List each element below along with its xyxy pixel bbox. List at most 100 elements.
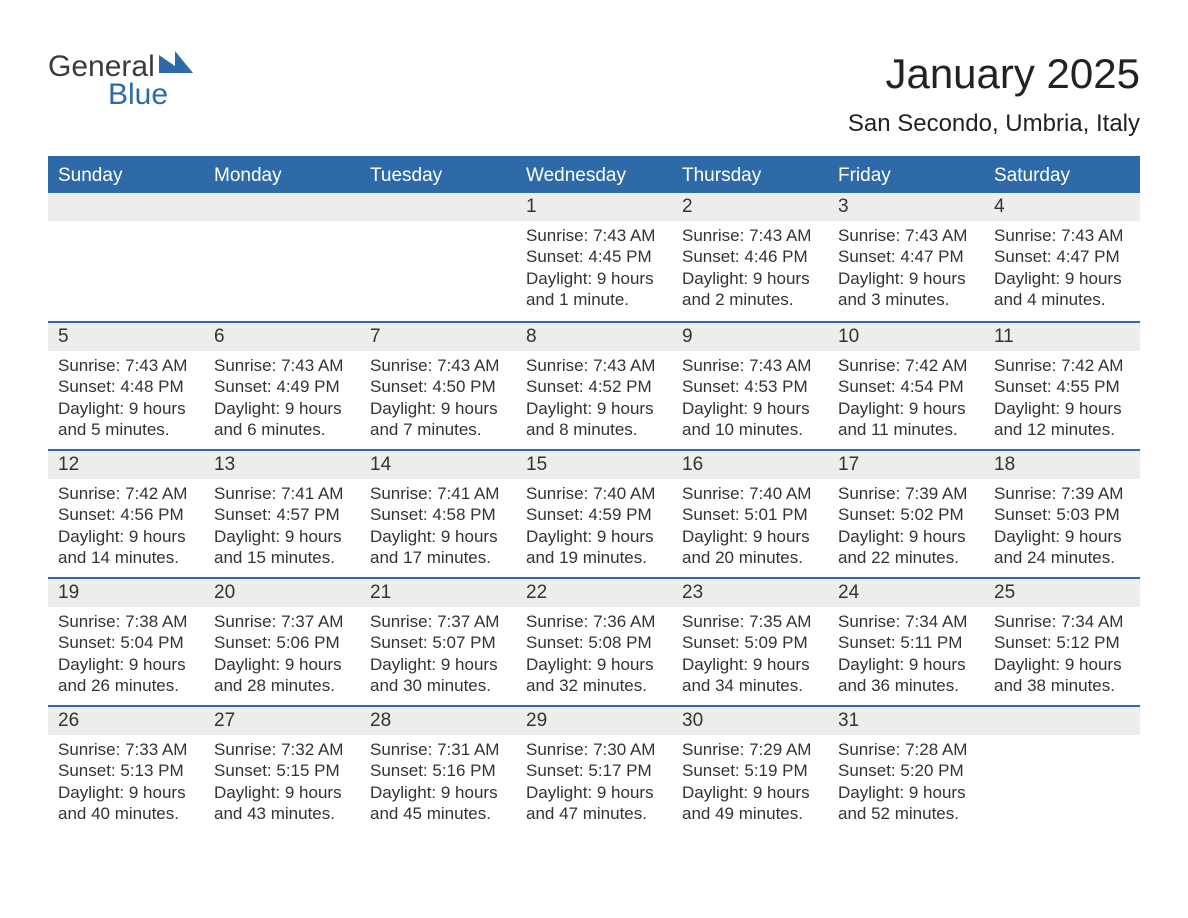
daylight-line2: and 12 minutes. [994, 419, 1130, 440]
day-content: Sunrise: 7:42 AMSunset: 4:54 PMDaylight:… [828, 351, 984, 446]
day-cell: 5Sunrise: 7:43 AMSunset: 4:48 PMDaylight… [48, 321, 204, 449]
day-number: 8 [516, 321, 672, 351]
day-cell [204, 193, 360, 321]
sunset-text: Sunset: 5:08 PM [526, 632, 662, 653]
day-content: Sunrise: 7:32 AMSunset: 5:15 PMDaylight:… [204, 735, 360, 830]
day-content: Sunrise: 7:43 AMSunset: 4:52 PMDaylight:… [516, 351, 672, 446]
day-cell: 8Sunrise: 7:43 AMSunset: 4:52 PMDaylight… [516, 321, 672, 449]
day-cell: 15Sunrise: 7:40 AMSunset: 4:59 PMDayligh… [516, 449, 672, 577]
header: General Blue January 2025 San Secondo, U… [48, 50, 1140, 138]
day-number: 7 [360, 321, 516, 351]
sunrise-text: Sunrise: 7:42 AM [994, 355, 1130, 376]
day-cell: 3Sunrise: 7:43 AMSunset: 4:47 PMDaylight… [828, 193, 984, 321]
day-cell: 24Sunrise: 7:34 AMSunset: 5:11 PMDayligh… [828, 577, 984, 705]
sunrise-text: Sunrise: 7:35 AM [682, 611, 818, 632]
day-cell: 31Sunrise: 7:28 AMSunset: 5:20 PMDayligh… [828, 705, 984, 833]
logo-triangle-icon [159, 51, 193, 78]
day-number: 1 [516, 193, 672, 221]
daylight-line1: Daylight: 9 hours [838, 654, 974, 675]
day-number: 9 [672, 321, 828, 351]
sunset-text: Sunset: 5:17 PM [526, 760, 662, 781]
day-cell: 19Sunrise: 7:38 AMSunset: 5:04 PMDayligh… [48, 577, 204, 705]
day-cell: 7Sunrise: 7:43 AMSunset: 4:50 PMDaylight… [360, 321, 516, 449]
daylight-line1: Daylight: 9 hours [838, 782, 974, 803]
col-monday: Monday [204, 158, 360, 194]
day-content: Sunrise: 7:43 AMSunset: 4:45 PMDaylight:… [516, 221, 672, 316]
sunrise-text: Sunrise: 7:28 AM [838, 739, 974, 760]
day-number-empty [360, 193, 516, 221]
daylight-line2: and 7 minutes. [370, 419, 506, 440]
calendar-head: Sunday Monday Tuesday Wednesday Thursday… [48, 158, 1140, 194]
sunrise-text: Sunrise: 7:33 AM [58, 739, 194, 760]
sunrise-text: Sunrise: 7:36 AM [526, 611, 662, 632]
col-saturday: Saturday [984, 158, 1140, 194]
sunrise-text: Sunrise: 7:43 AM [682, 355, 818, 376]
sunrise-text: Sunrise: 7:40 AM [526, 483, 662, 504]
day-content: Sunrise: 7:40 AMSunset: 4:59 PMDaylight:… [516, 479, 672, 574]
daylight-line1: Daylight: 9 hours [994, 526, 1130, 547]
page: General Blue January 2025 San Secondo, U… [0, 0, 1188, 918]
day-number: 23 [672, 577, 828, 607]
daylight-line1: Daylight: 9 hours [370, 526, 506, 547]
daylight-line2: and 8 minutes. [526, 419, 662, 440]
sunrise-text: Sunrise: 7:31 AM [370, 739, 506, 760]
sunrise-text: Sunrise: 7:32 AM [214, 739, 350, 760]
daylight-line1: Daylight: 9 hours [370, 654, 506, 675]
sunset-text: Sunset: 5:13 PM [58, 760, 194, 781]
daylight-line1: Daylight: 9 hours [214, 654, 350, 675]
sunset-text: Sunset: 4:49 PM [214, 376, 350, 397]
sunrise-text: Sunrise: 7:40 AM [682, 483, 818, 504]
daylight-line2: and 6 minutes. [214, 419, 350, 440]
sunrise-text: Sunrise: 7:43 AM [58, 355, 194, 376]
day-cell [984, 705, 1140, 833]
day-number-empty [984, 705, 1140, 735]
day-number: 4 [984, 193, 1140, 221]
day-content: Sunrise: 7:43 AMSunset: 4:50 PMDaylight:… [360, 351, 516, 446]
daylight-line1: Daylight: 9 hours [682, 654, 818, 675]
sunrise-text: Sunrise: 7:43 AM [682, 225, 818, 246]
day-cell: 18Sunrise: 7:39 AMSunset: 5:03 PMDayligh… [984, 449, 1140, 577]
day-number: 11 [984, 321, 1140, 351]
daylight-line2: and 5 minutes. [58, 419, 194, 440]
daylight-line1: Daylight: 9 hours [526, 654, 662, 675]
daylight-line2: and 30 minutes. [370, 675, 506, 696]
sunrise-text: Sunrise: 7:29 AM [682, 739, 818, 760]
day-cell: 28Sunrise: 7:31 AMSunset: 5:16 PMDayligh… [360, 705, 516, 833]
day-content: Sunrise: 7:42 AMSunset: 4:56 PMDaylight:… [48, 479, 204, 574]
day-cell: 14Sunrise: 7:41 AMSunset: 4:58 PMDayligh… [360, 449, 516, 577]
daylight-line2: and 40 minutes. [58, 803, 194, 824]
sunset-text: Sunset: 4:57 PM [214, 504, 350, 525]
day-number: 19 [48, 577, 204, 607]
daylight-line1: Daylight: 9 hours [838, 268, 974, 289]
sunrise-text: Sunrise: 7:43 AM [526, 355, 662, 376]
sunrise-text: Sunrise: 7:43 AM [838, 225, 974, 246]
daylight-line2: and 52 minutes. [838, 803, 974, 824]
sunset-text: Sunset: 4:47 PM [994, 246, 1130, 267]
daylight-line1: Daylight: 9 hours [682, 398, 818, 419]
day-number: 30 [672, 705, 828, 735]
day-cell: 30Sunrise: 7:29 AMSunset: 5:19 PMDayligh… [672, 705, 828, 833]
day-number: 24 [828, 577, 984, 607]
day-number: 10 [828, 321, 984, 351]
daylight-line1: Daylight: 9 hours [370, 782, 506, 803]
daylight-line1: Daylight: 9 hours [682, 526, 818, 547]
sunrise-text: Sunrise: 7:42 AM [58, 483, 194, 504]
day-number: 21 [360, 577, 516, 607]
daylight-line1: Daylight: 9 hours [58, 654, 194, 675]
daylight-line2: and 47 minutes. [526, 803, 662, 824]
day-number: 5 [48, 321, 204, 351]
sunset-text: Sunset: 4:45 PM [526, 246, 662, 267]
sunset-text: Sunset: 4:46 PM [682, 246, 818, 267]
daylight-line1: Daylight: 9 hours [838, 526, 974, 547]
daylight-line2: and 26 minutes. [58, 675, 194, 696]
day-number: 3 [828, 193, 984, 221]
sunrise-text: Sunrise: 7:43 AM [370, 355, 506, 376]
header-row: Sunday Monday Tuesday Wednesday Thursday… [48, 158, 1140, 194]
week-row: 12Sunrise: 7:42 AMSunset: 4:56 PMDayligh… [48, 449, 1140, 577]
day-content: Sunrise: 7:35 AMSunset: 5:09 PMDaylight:… [672, 607, 828, 702]
daylight-line1: Daylight: 9 hours [994, 654, 1130, 675]
sunrise-text: Sunrise: 7:42 AM [838, 355, 974, 376]
day-content: Sunrise: 7:43 AMSunset: 4:48 PMDaylight:… [48, 351, 204, 446]
calendar-body: 1Sunrise: 7:43 AMSunset: 4:45 PMDaylight… [48, 193, 1140, 833]
daylight-line2: and 2 minutes. [682, 289, 818, 310]
